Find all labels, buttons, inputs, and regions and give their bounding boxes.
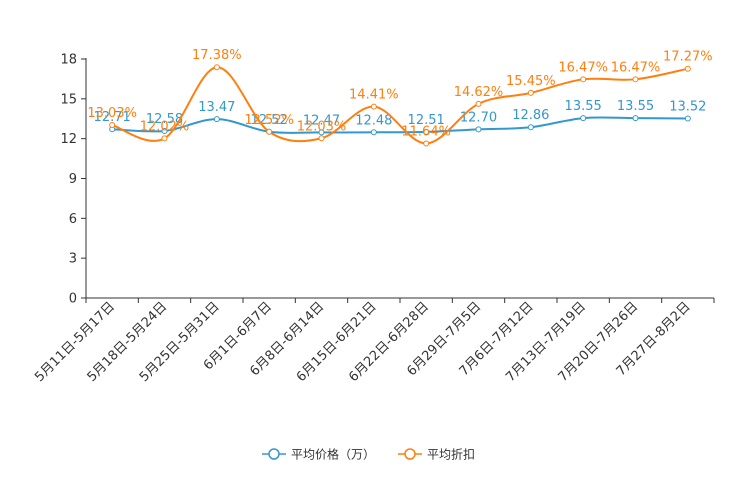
data-point (580, 115, 587, 122)
data-point (684, 115, 691, 122)
series-1: 12.71 12.58 13.47 12.52 12.47 12.48 12.51 12.70… (94, 99, 706, 136)
y-tick-label: 18 (60, 53, 77, 68)
data-label: 12.03% (297, 119, 347, 134)
data-label: 17.38% (192, 48, 242, 63)
data-point (580, 76, 587, 83)
y-tick-label: 12 (60, 132, 77, 147)
legend-item-price[interactable]: 平均价格（万） (262, 447, 375, 462)
series-layer: 12.71 12.58 13.47 12.52 12.47 12.48 12.51 12.70… (87, 48, 713, 147)
data-label: 12.71 (94, 110, 131, 125)
data-point (370, 129, 377, 136)
y-tick-label: 9 (69, 172, 77, 187)
data-label: 14.41% (349, 88, 399, 103)
data-point (109, 121, 116, 128)
data-label: 12.52 (251, 113, 288, 128)
data-point (475, 126, 482, 133)
data-label: 17.27% (663, 50, 713, 65)
data-point (423, 128, 430, 135)
data-label: 13.55 (617, 99, 654, 114)
data-point (527, 89, 534, 96)
data-point (161, 135, 168, 142)
data-label: 13.03% (87, 106, 137, 121)
legend-item-discount[interactable]: 平均折扣 (398, 447, 475, 462)
y-tick-label: 3 (69, 252, 77, 267)
data-point (632, 115, 639, 122)
data-point (318, 129, 325, 136)
data-point (161, 127, 168, 134)
legend-label: 平均折扣 (427, 447, 475, 462)
series-line (112, 116, 688, 134)
data-point (423, 140, 430, 147)
data-point (266, 128, 273, 135)
y-tick-label: 0 (69, 292, 77, 307)
data-point (213, 116, 220, 123)
legend-marker-icon (404, 448, 416, 460)
data-label: 16.47% (558, 60, 608, 75)
data-point (370, 103, 377, 110)
data-label: 13.55 (565, 99, 602, 114)
data-label: 12.02% (140, 119, 190, 134)
data-label: 11.64% (401, 124, 451, 139)
data-label: 12.86 (512, 108, 549, 123)
y-tick-label: 6 (69, 212, 77, 227)
data-point (318, 135, 325, 142)
data-label: 14.62% (454, 85, 504, 100)
data-point (684, 65, 691, 72)
legend[interactable]: 平均价格（万） 平均折扣 (262, 447, 475, 462)
data-label: 13.47 (198, 100, 235, 115)
data-label: 12.48 (355, 113, 392, 128)
data-label: 13.52 (669, 99, 706, 114)
series-2: 13.03%12.02% 17.38% 12.52% 12.03% 14.41% 11.6… (87, 48, 713, 147)
data-label: 15.45% (506, 74, 556, 89)
data-label: 12.52% (244, 113, 294, 128)
data-label: 12.58 (146, 112, 183, 127)
data-label: 16.47% (611, 60, 661, 75)
data-label: 12.47 (303, 113, 340, 128)
data-label: 12.51 (408, 113, 445, 128)
y-tick-label: 15 (60, 92, 77, 107)
data-label: 12.70 (460, 110, 497, 125)
data-point (213, 64, 220, 71)
data-point (475, 100, 482, 107)
data-point (632, 76, 639, 83)
data-point (527, 124, 534, 131)
legend-label: 平均价格（万） (291, 447, 375, 462)
legend-marker-icon (268, 448, 280, 460)
